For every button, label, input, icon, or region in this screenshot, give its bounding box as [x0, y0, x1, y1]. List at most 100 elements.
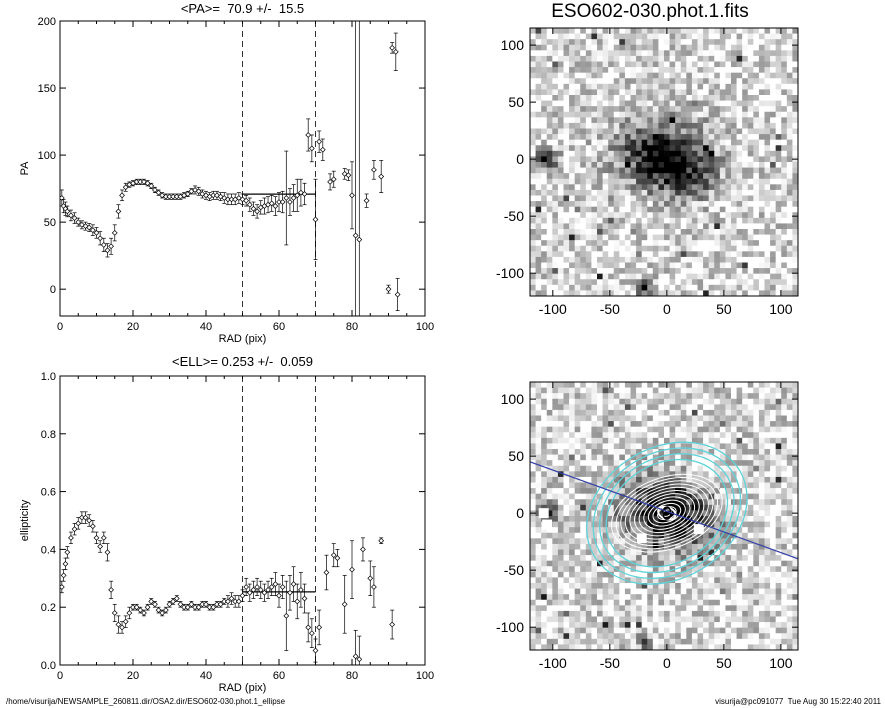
ellipticity-point — [159, 610, 166, 616]
ellipticity-point — [62, 560, 69, 567]
isophote-image-frame — [529, 381, 799, 651]
isophote-image-mask — [693, 524, 704, 535]
ellipticity-ytick-label: 0.4 — [41, 544, 56, 556]
pa-point — [254, 208, 260, 215]
ellipticity-point — [243, 584, 250, 590]
ellipticity-point — [184, 604, 191, 611]
ellipticity-point — [283, 612, 290, 619]
pa-point — [108, 243, 114, 250]
ellipticity-xtick-label: 100 — [416, 670, 434, 682]
ellipticity-point — [203, 601, 209, 608]
pa-point — [64, 208, 71, 215]
pa-point — [305, 132, 312, 138]
pa-point — [217, 193, 224, 200]
pa-point — [97, 235, 104, 242]
pa-point — [79, 221, 85, 228]
fits-image-xtick-label: 50 — [716, 301, 732, 317]
pa-point — [195, 188, 202, 195]
isophote-image-ytick-label: -50 — [504, 562, 524, 578]
isophote-image-isophote-ellipse — [652, 502, 682, 524]
ellipticity-point — [119, 624, 125, 631]
ellipticity-point — [166, 601, 173, 608]
fits-image-ytick-label: 0 — [516, 151, 524, 167]
fits-image-ytick-label: -100 — [496, 265, 524, 281]
ellipticity-point — [162, 607, 169, 613]
ellipticity-ylabel: ellipticity — [19, 499, 31, 541]
ellipticity-point — [272, 581, 279, 587]
ellipticity-ytick-label: 0.6 — [41, 487, 56, 499]
ellipticity-point — [265, 586, 271, 593]
pa-point — [119, 192, 125, 199]
pa-point — [363, 197, 370, 204]
isophote-image-isophote-ellipse — [647, 499, 686, 527]
ellipticity-point — [261, 589, 268, 596]
ellipticity-point — [371, 584, 377, 590]
ellipticity-point — [141, 610, 147, 616]
ellipticity-point — [188, 601, 195, 608]
fits-image-xtick-label: -100 — [539, 301, 567, 317]
isophote-image-isophote-ellipse — [643, 496, 691, 530]
ellipticity-point — [305, 624, 312, 631]
pa-point — [352, 232, 359, 239]
pa-point — [71, 215, 78, 222]
isophote-image-isophote-ellipse — [624, 483, 709, 543]
ellipticity-point — [334, 555, 341, 561]
isophote-image-isophote-ellipse — [620, 480, 714, 547]
pa-ytick-label: 200 — [38, 16, 56, 28]
pa-point — [159, 192, 166, 199]
pa-point — [371, 166, 377, 173]
ellipticity-point — [298, 586, 304, 593]
pa-point — [330, 176, 337, 183]
footer-path: /home/visurija/NEWSAMPLE_260811.dir/OSA2… — [6, 697, 286, 706]
ellipticity-point — [89, 523, 96, 530]
ellipticity-point — [239, 592, 246, 599]
fits-image-pixels — [530, 28, 798, 296]
fits-image-ytick-label: -50 — [504, 208, 524, 224]
pa-point — [184, 191, 191, 197]
isophote-image-outer-ellipse — [592, 447, 742, 579]
ellipticity-xtick-label: 40 — [200, 670, 212, 682]
ellipticity-point — [144, 604, 151, 611]
ellipticity-point — [60, 584, 65, 590]
ellipticity-point — [356, 656, 363, 663]
ellipticity-point — [294, 598, 301, 605]
ellipticity-point — [195, 604, 202, 611]
pa-point — [378, 173, 385, 180]
ellipticity-point — [367, 575, 374, 582]
ellipticity-point — [64, 549, 71, 556]
isophote-image-isophote-ellipse — [634, 489, 700, 537]
ellipticity-plot-title: <ELL>= 0.253 +/- 0.059 — [172, 354, 313, 369]
ellipticity-point — [177, 601, 184, 608]
pa-ylabel: PA — [19, 161, 31, 176]
ellipticity-point — [126, 610, 133, 616]
pa-point — [319, 146, 326, 153]
ellipticity-point — [290, 581, 297, 587]
ellipticity-point — [276, 592, 282, 599]
ellipticity-point — [250, 586, 257, 593]
ellipticity-point — [100, 534, 107, 541]
ellipticity-xtick-label: 60 — [273, 670, 285, 682]
ellipticity-point — [86, 517, 93, 524]
ellipticity-point — [137, 607, 144, 613]
isophote-image-panel: -100 -50 0 50 100 -100 -50 0 50 100 — [496, 381, 799, 671]
ellipticity-point — [111, 610, 118, 616]
ellipticity-xtick-label: 80 — [346, 670, 358, 682]
isophote-image-outer-ellipse — [586, 441, 748, 585]
isophote-image-mask — [542, 519, 553, 530]
ellipticity-point — [155, 607, 162, 613]
ellipticity-point — [210, 604, 217, 611]
ellipticity-point — [82, 514, 89, 521]
pa-point — [86, 224, 93, 231]
pa-point — [243, 197, 250, 204]
ellipticity-point — [352, 653, 359, 660]
ellipticity-ytick-label: 0.0 — [41, 660, 56, 672]
pa-ytick-label: 150 — [38, 83, 56, 95]
pa-plot: 0 20 40 60 80 100 0 50 100 150 200 RAD (pix) PA — [19, 16, 434, 345]
fits-image-xtick-label: -50 — [600, 301, 620, 317]
pa-point — [82, 223, 89, 230]
fits-image-xtick-label: 0 — [663, 301, 671, 317]
pa-ytick-label: 50 — [44, 217, 56, 229]
pa-point — [115, 208, 122, 215]
pa-xtick-label: 40 — [200, 321, 212, 333]
